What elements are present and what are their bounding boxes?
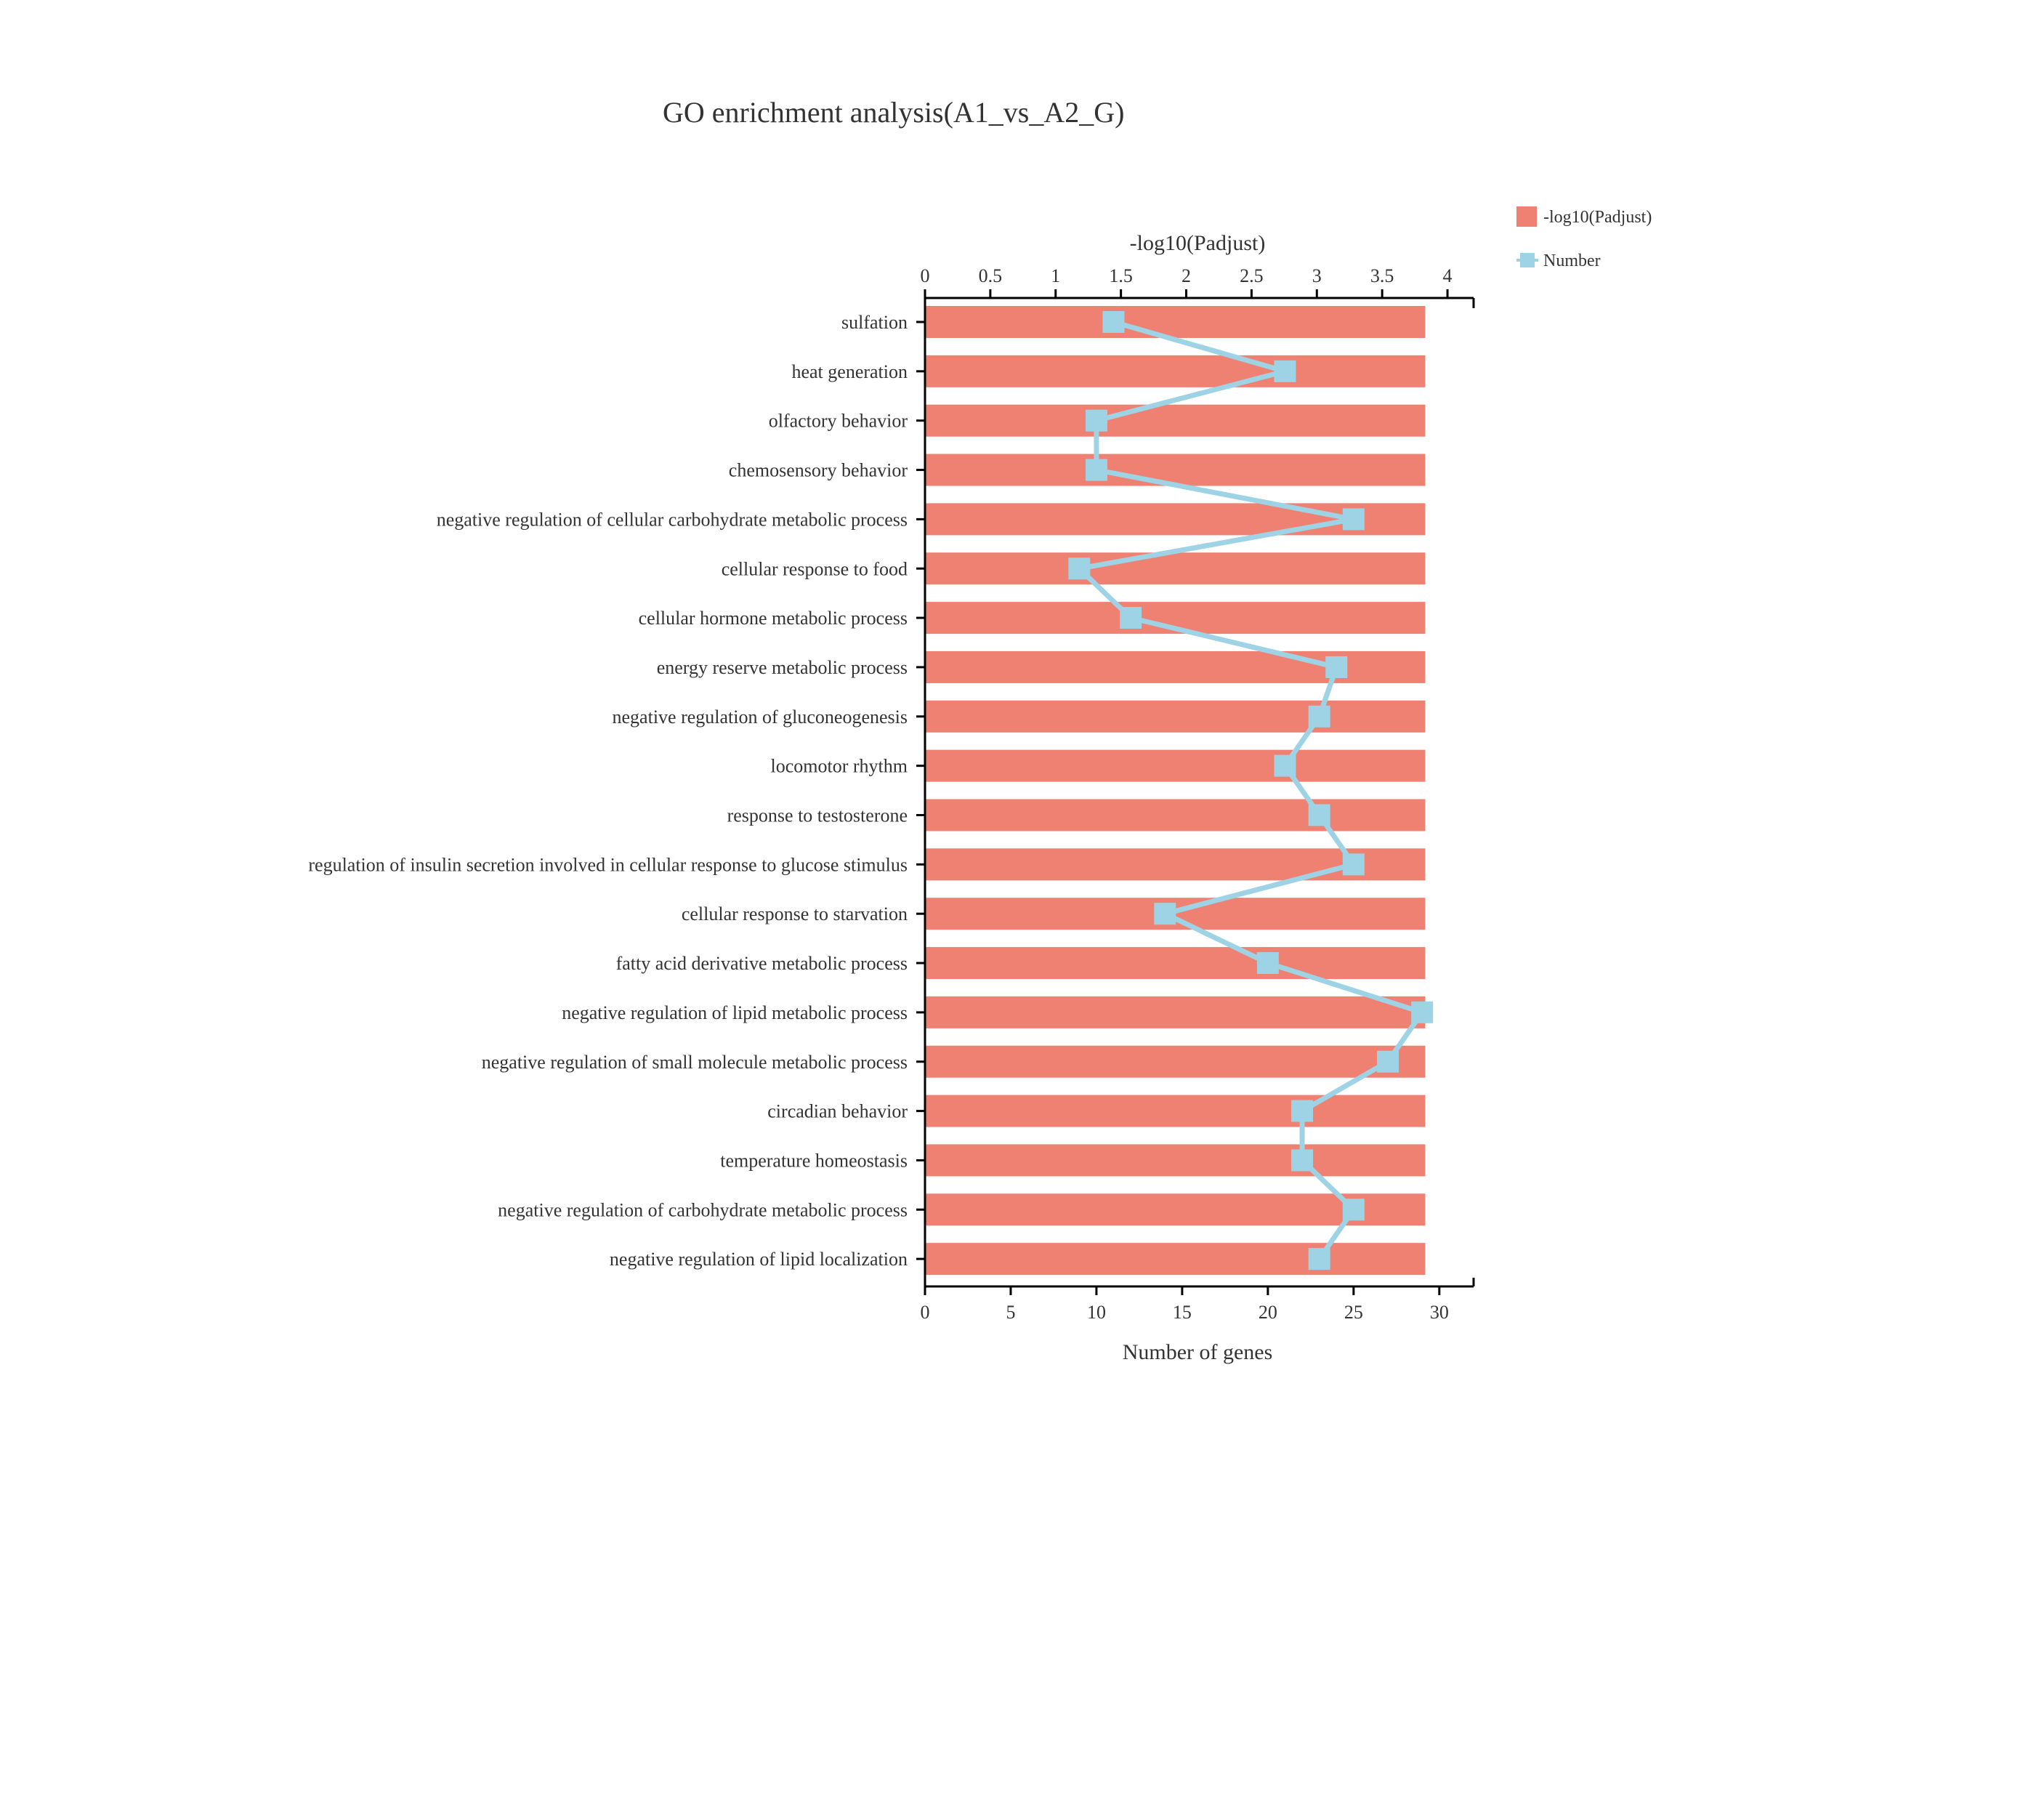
bottom-axis-ticks: 0 5 10 15 20 25 30 <box>921 1286 1449 1323</box>
number-marker <box>1308 705 1330 728</box>
bottom-axis-tick-label: 25 <box>1344 1302 1363 1323</box>
bar-padjust <box>925 947 1426 980</box>
bar-padjust <box>925 700 1426 733</box>
category-label: negative regulation of lipid localizatio… <box>610 1249 908 1270</box>
bottom-axis-tick-label: 0 <box>921 1302 930 1323</box>
category-label: cellular response to starvation <box>682 903 908 924</box>
legend-label-padjust: -log10(Padjust) <box>1543 208 1652 227</box>
bar-padjust <box>925 650 1426 683</box>
top-axis-tick-label: 0.5 <box>979 265 1003 286</box>
bar-padjust <box>925 1095 1426 1127</box>
bottom-axis-tick-label: 15 <box>1173 1302 1192 1323</box>
category-label: fatty acid derivative metabolic process <box>616 953 908 974</box>
category-label: circadian behavior <box>767 1101 908 1122</box>
number-marker <box>1154 903 1176 925</box>
number-marker <box>1308 804 1330 826</box>
bar-padjust <box>925 1045 1426 1078</box>
top-axis-tick-label: 2 <box>1181 265 1191 286</box>
bar-padjust <box>925 799 1426 831</box>
bar-padjust <box>925 454 1426 486</box>
top-axis-tick-label: 2.5 <box>1240 265 1264 286</box>
bottom-axis-tick-label: 30 <box>1430 1302 1449 1323</box>
bar-padjust <box>925 996 1426 1028</box>
number-line-layer <box>1068 311 1434 1270</box>
legend: -log10(Padjust) Number <box>1516 206 1652 270</box>
category-label: negative regulation of carbohydrate meta… <box>498 1199 908 1220</box>
number-marker <box>1291 1100 1314 1122</box>
number-marker <box>1411 1001 1434 1023</box>
bottom-axis-title: Number of genes <box>1123 1340 1273 1364</box>
top-axis-tick-label: 0 <box>921 265 930 286</box>
category-label: heat generation <box>791 361 908 382</box>
number-marker <box>1085 409 1107 432</box>
number-marker <box>1308 1248 1330 1270</box>
category-label: negative regulation of cellular carbohyd… <box>437 509 908 530</box>
number-marker <box>1120 607 1142 629</box>
number-marker <box>1085 459 1107 481</box>
number-marker <box>1342 1198 1365 1221</box>
top-axis-ticks: 0 0.5 1 1.5 2 2.5 3 3.5 4 <box>921 265 1453 298</box>
top-axis-tick-label: 3.5 <box>1370 265 1394 286</box>
legend-swatch-number-marker <box>1520 253 1535 267</box>
category-label: olfactory behavior <box>769 411 908 432</box>
number-series-line <box>1076 319 1425 1261</box>
bottom-axis-tick-label: 10 <box>1087 1302 1106 1323</box>
number-marker <box>1068 557 1091 580</box>
bar-padjust <box>925 355 1426 387</box>
category-labels: sulfation heat generation olfactory behavi… <box>308 312 925 1270</box>
number-marker <box>1291 1149 1314 1172</box>
bar-padjust <box>925 552 1426 585</box>
category-label: chemosensory behavior <box>729 460 908 481</box>
top-axis-title: -log10(Padjust) <box>1130 231 1266 255</box>
top-axis-tick-label: 1.5 <box>1109 265 1133 286</box>
category-label: locomotor rhythm <box>771 756 908 777</box>
bottom-axis-tick-label: 5 <box>1006 1302 1015 1323</box>
number-marker <box>1325 656 1348 678</box>
number-marker <box>1342 853 1365 876</box>
bottom-axis-tick-label: 20 <box>1259 1302 1277 1323</box>
bar-padjust <box>925 1144 1426 1177</box>
category-label: energy reserve metabolic process <box>657 657 908 678</box>
bar-padjust <box>925 848 1426 881</box>
number-marker <box>1256 952 1279 975</box>
category-label: cellular hormone metabolic process <box>639 608 908 629</box>
bar-padjust <box>925 306 1426 338</box>
top-axis-tick-label: 4 <box>1443 265 1453 286</box>
bars-layer <box>925 306 1426 1276</box>
legend-label-number: Number <box>1543 251 1601 270</box>
number-marker <box>1274 360 1296 382</box>
bar-padjust <box>925 1243 1426 1276</box>
category-label: regulation of insulin secretion involved… <box>308 854 908 875</box>
top-axis-tick-label: 1 <box>1051 265 1060 286</box>
number-marker <box>1274 754 1296 777</box>
category-label: negative regulation of lipid metabolic p… <box>562 1002 908 1023</box>
category-label: temperature homeostasis <box>720 1150 908 1171</box>
bar-padjust <box>925 749 1426 782</box>
category-label: negative regulation of gluconeogenesis <box>613 706 908 728</box>
bar-padjust <box>925 404 1426 437</box>
number-marker <box>1377 1050 1399 1073</box>
category-label: response to testosterone <box>727 805 908 826</box>
category-label: sulfation <box>841 312 908 333</box>
legend-swatch-padjust <box>1516 206 1537 227</box>
axes-layer <box>924 297 1475 1288</box>
category-label: negative regulation of small molecule me… <box>482 1052 908 1073</box>
top-axis-tick-label: 3 <box>1312 265 1322 286</box>
chart-title: GO enrichment analysis(A1_vs_A2_G) <box>663 96 1124 129</box>
category-label: cellular response to food <box>722 558 908 579</box>
number-marker <box>1102 311 1125 333</box>
number-marker <box>1342 508 1365 531</box>
